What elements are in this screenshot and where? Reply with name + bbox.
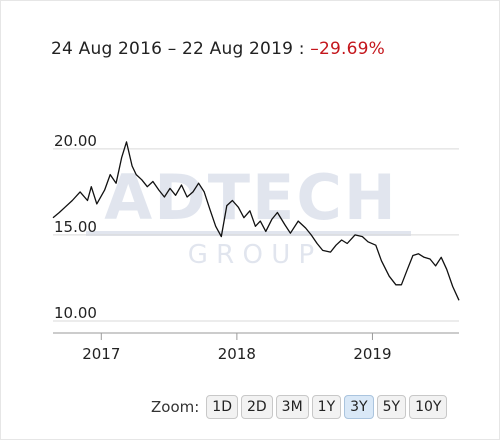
percent-change: –29.69% <box>310 39 385 59</box>
y-tick-label: 20.00 <box>54 132 97 150</box>
zoom-button-1d[interactable]: 1D <box>206 395 238 419</box>
x-tick-label: 2018 <box>218 345 256 363</box>
y-axis-labels: 20.00 15.00 10.00 <box>54 132 97 322</box>
chart-title: 24 Aug 2016 – 22 Aug 2019 : –29.69% <box>51 39 385 59</box>
y-tick-label: 15.00 <box>54 218 97 236</box>
watermark-sub: G R O U P <box>188 240 314 270</box>
zoom-button-2d[interactable]: 2D <box>240 395 273 419</box>
zoom-button-5y[interactable]: 5Y <box>376 395 407 419</box>
x-tick-label: 2019 <box>353 345 391 363</box>
zoom-button-3y[interactable]: 3Y <box>344 395 374 419</box>
zoom-label: Zoom: <box>151 398 200 416</box>
date-range: 24 Aug 2016 – 22 Aug 2019 : <box>51 39 311 59</box>
watermark: ADTECH G R O U P <box>86 161 411 270</box>
gridlines <box>53 148 459 322</box>
watermark-rule <box>86 231 411 236</box>
x-axis-labels: 2017 2018 2019 <box>82 345 391 363</box>
zoom-button-3m[interactable]: 3M <box>275 395 309 419</box>
x-axis-ticks <box>100 333 373 340</box>
x-tick-label: 2017 <box>82 345 120 363</box>
y-tick-label: 10.00 <box>54 304 97 322</box>
zoom-button-10y[interactable]: 10Y <box>409 395 448 419</box>
zoom-button-1y[interactable]: 1Y <box>311 395 342 419</box>
zoom-controls: Zoom: 1D 2D 3M 1Y 3Y 5Y 10Y <box>151 395 448 419</box>
watermark-brand: ADTECH <box>104 161 397 234</box>
series-line <box>52 141 460 301</box>
